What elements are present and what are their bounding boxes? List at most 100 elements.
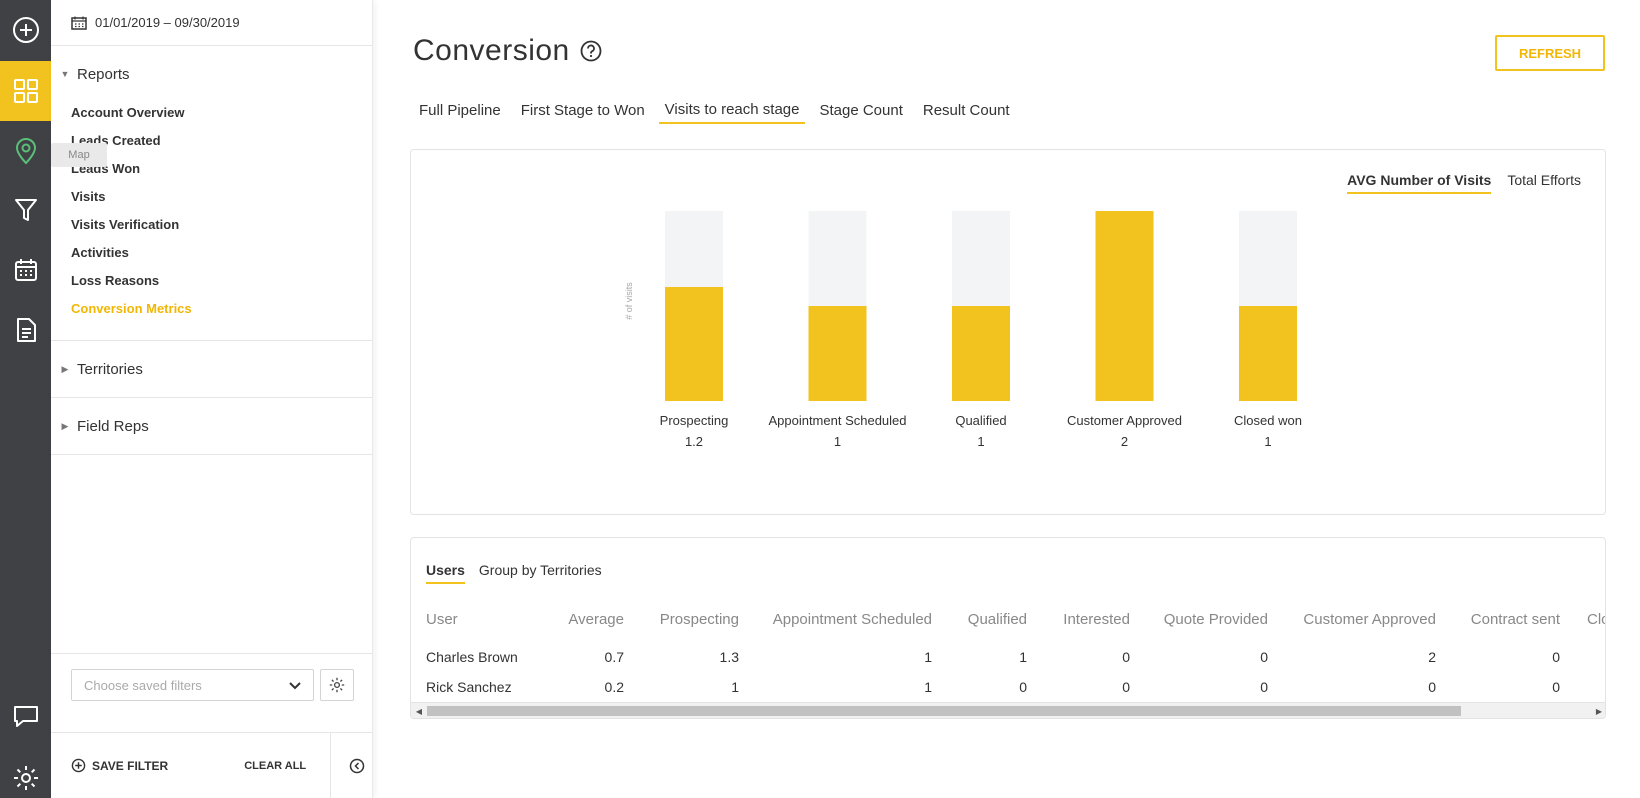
column-header[interactable]: User [426, 610, 458, 628]
tab-full-pipeline[interactable]: Full Pipeline [419, 101, 501, 119]
category-label: Closed won [1234, 413, 1302, 428]
column-header[interactable]: Quote Provided [1163, 610, 1268, 628]
users-table: User Average Prospecting Appointment Sch… [411, 602, 1605, 702]
column-header[interactable]: Contract sent [1470, 610, 1560, 628]
map-pin-icon[interactable] [0, 120, 51, 180]
tab-stage-count[interactable]: Stage Count [819, 101, 903, 119]
territories-section: ▶ Territories [51, 341, 372, 398]
bar [808, 306, 867, 401]
table-cell: 0 [1552, 679, 1560, 695]
collapse-sidebar-button[interactable] [349, 758, 365, 774]
divider [330, 732, 332, 798]
caret-down-icon: ▼ [60, 69, 70, 79]
report-sidebar: 01/01/2019 – 09/30/2019 ▼ Reports Accoun… [51, 0, 373, 798]
report-item-activities[interactable]: Activities [71, 244, 129, 260]
tab-users[interactable]: Users [426, 562, 465, 584]
scroll-right-icon[interactable]: ▶ [1595, 706, 1603, 716]
field-reps-header[interactable]: ▶ Field Reps [51, 398, 372, 454]
caret-right-icon: ▶ [61, 363, 69, 374]
table-row[interactable]: Charles Brown 0.7 1.3 1 1 0 0 2 0 [411, 642, 1605, 672]
conversion-tabs: Full Pipeline First Stage to Won Visits … [413, 96, 1024, 124]
category-label: Customer Approved [1067, 413, 1182, 428]
tab-group-by-territories[interactable]: Group by Territories [478, 562, 602, 578]
column-header[interactable]: Average [568, 610, 624, 628]
column-header[interactable]: Appointment Scheduled [772, 610, 932, 628]
caret-right-icon: ▶ [61, 420, 69, 431]
chart-card: AVG Number of Visits Total Efforts # of … [410, 149, 1606, 515]
funnel-icon[interactable] [0, 180, 51, 240]
report-item-account-overview[interactable]: Account Overview [71, 104, 185, 120]
table-cell: 0 [1122, 679, 1130, 695]
calendar-icon[interactable] [0, 240, 51, 300]
field-reps-section: ▶ Field Reps [51, 398, 372, 455]
y-axis-label: # of visits [624, 282, 634, 320]
table-tabs: Users Group by Territories [426, 562, 616, 584]
save-filter-button[interactable]: SAVE FILTER [71, 758, 168, 773]
refresh-button[interactable]: REFRESH [1495, 35, 1605, 71]
territories-header[interactable]: ▶ Territories [51, 341, 372, 397]
tab-first-stage-to-won[interactable]: First Stage to Won [520, 101, 645, 119]
tab-visits-to-reach-stage[interactable]: Visits to reach stage [658, 96, 806, 124]
dashboard-icon[interactable] [0, 61, 51, 121]
add-icon[interactable] [0, 0, 51, 60]
table-cell: 0 [1122, 649, 1130, 665]
report-item-conversion-metrics[interactable]: Conversion Metrics [71, 300, 192, 316]
help-icon[interactable] [580, 40, 602, 62]
scroll-left-icon[interactable]: ◀ [415, 706, 423, 716]
table-header-row: User Average Prospecting Appointment Sch… [411, 602, 1605, 636]
saved-filters-select[interactable]: Choose saved filters [71, 669, 314, 701]
bar [665, 287, 723, 401]
calendar-small-icon [71, 16, 87, 30]
table-cell: 0.2 [604, 679, 624, 695]
saved-filters-placeholder: Choose saved filters [84, 677, 202, 693]
clear-all-button[interactable]: CLEAR ALL [244, 759, 307, 772]
horizontal-scrollbar[interactable]: ◀ ▶ [411, 702, 1605, 718]
table-cell: 1.3 [719, 649, 739, 665]
column-header[interactable]: Interested [1063, 610, 1130, 628]
chevron-down-icon [289, 678, 301, 693]
table-cell: 1 [731, 679, 739, 695]
filter-actions: SAVE FILTER CLEAR ALL [51, 732, 373, 798]
bar [1239, 306, 1297, 401]
table-cell: 0 [1428, 679, 1436, 695]
metric-total-efforts[interactable]: Total Efforts [1507, 172, 1581, 188]
territories-title: Territories [77, 360, 143, 378]
reports-section: ▼ Reports Account Overview Leads Created… [51, 46, 372, 341]
reports-title: Reports [77, 65, 130, 83]
category-label: Appointment Scheduled [768, 413, 906, 428]
data-label: 1 [1264, 434, 1271, 449]
document-icon[interactable] [0, 300, 51, 360]
reports-header[interactable]: ▼ Reports [51, 46, 372, 102]
table-cell: 1 [924, 679, 932, 695]
table-cell: 1 [924, 649, 932, 665]
bar-chart: # of visits Prospecting 1.2 Appointment Sch… [624, 211, 1302, 449]
column-header[interactable]: Customer Approved [1303, 610, 1436, 628]
column-header[interactable]: Closed [1587, 610, 1605, 628]
gear-icon [329, 677, 345, 693]
report-item-loss-reasons[interactable]: Loss Reasons [71, 272, 160, 288]
filter-settings-button[interactable] [320, 669, 354, 701]
data-label: 1 [977, 434, 984, 449]
metric-avg-visits[interactable]: AVG Number of Visits [1347, 172, 1492, 194]
table-row[interactable]: Rick Sanchez 0.2 1 1 0 0 0 0 0 [411, 672, 1605, 702]
gear-icon[interactable] [0, 748, 51, 798]
scroll-thumb[interactable] [427, 706, 1461, 716]
column-header[interactable]: Qualified [967, 610, 1027, 628]
chat-icon[interactable] [0, 686, 51, 746]
page-title-text: Conversion [413, 34, 570, 67]
saved-filter-row: Choose saved filters [71, 669, 354, 701]
category-label: Prospecting [660, 413, 729, 428]
report-item-visits[interactable]: Visits [71, 188, 106, 204]
table-cell: 0 [1552, 649, 1560, 665]
main-content: Conversion REFRESH Full Pipeline First S… [373, 0, 1640, 798]
table-cell: 0.7 [604, 649, 624, 665]
column-header[interactable]: Prospecting [659, 610, 739, 628]
table-cell: 2 [1428, 649, 1436, 665]
sidebar-footer: Choose saved filters SAVE FILTER CLEAR A… [51, 653, 373, 798]
report-item-visits-verification[interactable]: Visits Verification [71, 216, 180, 232]
tab-result-count[interactable]: Result Count [922, 101, 1010, 119]
data-label: 1.2 [685, 434, 703, 449]
date-range-picker[interactable]: 01/01/2019 – 09/30/2019 [51, 0, 372, 46]
bar [952, 306, 1010, 401]
plus-circle-icon [71, 758, 86, 773]
